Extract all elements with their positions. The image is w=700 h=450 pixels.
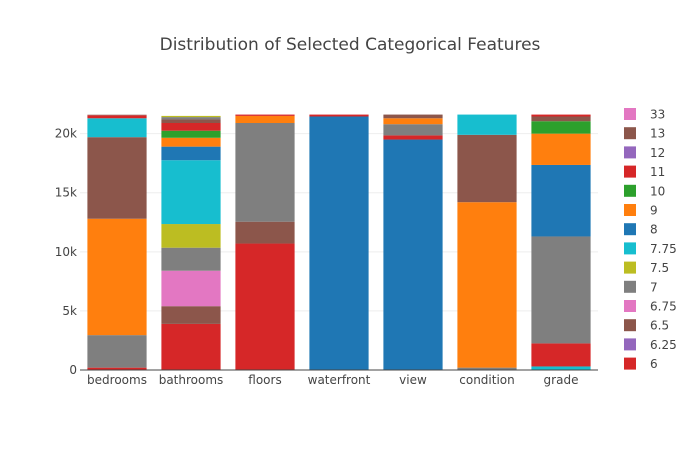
legend-label-33: 33 xyxy=(650,108,665,122)
bar-segment-grade-3 xyxy=(531,164,591,237)
legend: 33 13 12 11 10 9 8 7.75 7.5 7 6.75 6.5 6.25 6 xyxy=(624,108,677,371)
bar-segment-bathrooms-10 xyxy=(161,119,221,123)
bar-segment-grade-1 xyxy=(531,343,591,367)
bar-segment-grade-6 xyxy=(531,116,591,122)
bar-segment-bathrooms-0 xyxy=(161,323,221,370)
y-tick-label: 10k xyxy=(55,245,77,259)
x-tick-label-view: view xyxy=(399,373,427,387)
x-tick-label-condition: condition xyxy=(459,373,514,387)
legend-label-9: 9 xyxy=(650,204,658,218)
y-tick-label: 15k xyxy=(55,186,77,200)
bar-segment-bedrooms-4 xyxy=(87,118,147,138)
legend-swatch-12 xyxy=(624,146,636,159)
legend-swatch-11 xyxy=(624,165,636,178)
legend-swatch-7-75 xyxy=(624,242,636,255)
bar-segment-bathrooms-1 xyxy=(161,306,221,324)
bar-segment-view-3 xyxy=(383,118,443,125)
bar-segment-waterfront-0 xyxy=(309,116,369,370)
legend-label-7: 7 xyxy=(650,280,658,294)
legend-swatch-33 xyxy=(624,108,636,120)
axes: 0 5k 10k 15k 20k bedrooms bathrooms floors water… xyxy=(55,127,598,387)
legend-swatch-8 xyxy=(624,223,636,236)
y-tick-label: 20k xyxy=(55,127,77,141)
bar-segment-floors-4 xyxy=(235,114,295,116)
bar-segment-waterfront-1 xyxy=(309,114,369,117)
bar-segment-grade-2 xyxy=(531,236,591,344)
bar-segment-floors-1 xyxy=(235,221,295,244)
legend-label-12: 12 xyxy=(650,146,665,160)
legend-label-6-25: 6.25 xyxy=(650,338,677,352)
bar-segment-bathrooms-3 xyxy=(161,247,221,271)
bar-segment-bedrooms-6 xyxy=(87,114,147,116)
bar-segment-bathrooms-12 xyxy=(161,115,221,118)
legend-label-6-75: 6.75 xyxy=(650,300,677,314)
y-tick-label: 5k xyxy=(62,304,77,318)
bar-segment-grade-7 xyxy=(531,114,591,117)
bar-segment-condition-3 xyxy=(457,114,517,135)
y-tick-label: 0 xyxy=(69,363,77,377)
bar-segment-bathrooms-2 xyxy=(161,270,221,307)
bar-segment-floors-2 xyxy=(235,123,295,222)
bar-segment-bathrooms-8 xyxy=(161,130,221,138)
x-tick-label-waterfront: waterfront xyxy=(308,373,371,387)
bar-segment-bathrooms-7 xyxy=(161,137,221,147)
bar-segment-condition-0 xyxy=(457,367,517,370)
legend-swatch-6-75 xyxy=(624,300,636,312)
bar-segment-condition-2 xyxy=(457,134,517,203)
legend-swatch-7-5 xyxy=(624,261,636,274)
legend-swatch-13 xyxy=(624,127,636,140)
legend-label-11: 11 xyxy=(650,165,665,179)
bar-segment-bathrooms-11 xyxy=(161,117,221,120)
bar-segment-floors-0 xyxy=(235,243,295,370)
legend-label-6-5: 6.5 xyxy=(650,319,669,333)
bar-segment-bathrooms-6 xyxy=(161,146,221,161)
bar-segment-bedrooms-2 xyxy=(87,218,147,336)
bar-segment-grade-5 xyxy=(531,121,591,134)
bar-segment-view-0 xyxy=(383,139,443,370)
bar-segment-view-1 xyxy=(383,135,443,140)
x-tick-label-bedrooms: bedrooms xyxy=(87,373,147,387)
bar-segment-view-2 xyxy=(383,124,443,136)
bar-segment-condition-1 xyxy=(457,202,517,368)
x-tick-label-floors: floors xyxy=(248,373,281,387)
legend-label-13: 13 xyxy=(650,127,665,141)
bar-segment-grade-4 xyxy=(531,133,591,165)
legend-label-7-5: 7.5 xyxy=(650,261,669,275)
bar-segment-bathrooms-5 xyxy=(161,160,221,225)
bar-segment-bathrooms-4 xyxy=(161,224,221,248)
bar-segment-grade-0 xyxy=(531,366,591,370)
legend-label-6: 6 xyxy=(650,357,658,371)
bar-segment-floors-3 xyxy=(235,115,295,123)
legend-swatch-6-5 xyxy=(624,319,636,332)
legend-swatch-6-25 xyxy=(624,338,636,351)
bars xyxy=(87,114,591,370)
legend-swatch-9 xyxy=(624,204,636,216)
x-tick-label-bathrooms: bathrooms xyxy=(159,373,224,387)
legend-label-7-75: 7.75 xyxy=(650,242,677,256)
bar-segment-bathrooms-9 xyxy=(161,123,221,131)
bar-segment-bedrooms-5 xyxy=(87,115,147,119)
legend-label-8: 8 xyxy=(650,223,658,237)
legend-label-10: 10 xyxy=(650,184,665,198)
legend-swatch-7 xyxy=(624,280,636,293)
bar-segment-view-4 xyxy=(383,114,443,119)
bar-segment-bedrooms-3 xyxy=(87,137,147,219)
legend-swatch-10 xyxy=(624,184,636,197)
chart-title: Distribution of Selected Categorical Fea… xyxy=(160,35,541,55)
bar-segment-bedrooms-1 xyxy=(87,335,147,368)
x-tick-label-grade: grade xyxy=(544,373,579,387)
legend-swatch-6 xyxy=(624,357,636,370)
bar-segment-bedrooms-0 xyxy=(87,367,147,370)
